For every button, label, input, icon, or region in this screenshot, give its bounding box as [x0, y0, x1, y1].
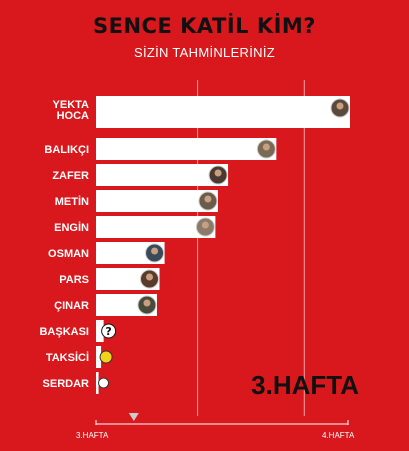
category-label: ZAFER: [52, 170, 89, 182]
bar: [96, 372, 99, 394]
bar: [96, 190, 218, 212]
week-label: 3.HAFTA: [251, 370, 359, 400]
category-label: YEKTA: [53, 99, 90, 111]
bar: [96, 96, 350, 128]
category-label: SERDAR: [43, 378, 90, 390]
avatar-face-icon: [143, 299, 151, 307]
bar: [96, 346, 102, 368]
avatar-face-icon: [336, 102, 344, 110]
timeline-marker-icon[interactable]: [128, 413, 139, 421]
category-label: HOCA: [57, 110, 89, 122]
bar: [96, 320, 104, 342]
avatar-face-icon: [214, 169, 222, 177]
page-subtitle: SİZİN TAHMİNLERİNİZ: [133, 45, 275, 60]
category-label: OSMAN: [48, 248, 89, 260]
person-icon: [98, 377, 110, 389]
avatar-face-icon: [262, 143, 270, 151]
taxi-icon: [99, 350, 113, 364]
timeline-end-label: 4.HAFTA: [322, 431, 355, 440]
bar: [96, 216, 216, 238]
category-label: PARS: [59, 274, 89, 286]
bar: [96, 138, 277, 160]
avatar-face-icon: [146, 273, 153, 281]
avatar-face-icon: [201, 221, 209, 229]
category-label: ÇINAR: [54, 300, 89, 312]
question-mark-glyph-icon: ?: [105, 325, 111, 338]
category-label: ENGİN: [54, 221, 89, 234]
timeline-start-label: 3.HAFTA: [76, 431, 109, 440]
category-label: TAKSİCİ: [46, 351, 89, 364]
question-mark-icon: [101, 323, 117, 339]
category-label: METİN: [55, 195, 89, 208]
category-label: BALIKÇI: [44, 144, 89, 156]
bar: [96, 164, 229, 186]
avatar-face-icon: [204, 195, 212, 203]
category-label: BAŞKASI: [39, 326, 89, 338]
page-title: SENCE KATİL KİM?: [92, 14, 316, 38]
avatar-face-icon: [151, 247, 159, 255]
